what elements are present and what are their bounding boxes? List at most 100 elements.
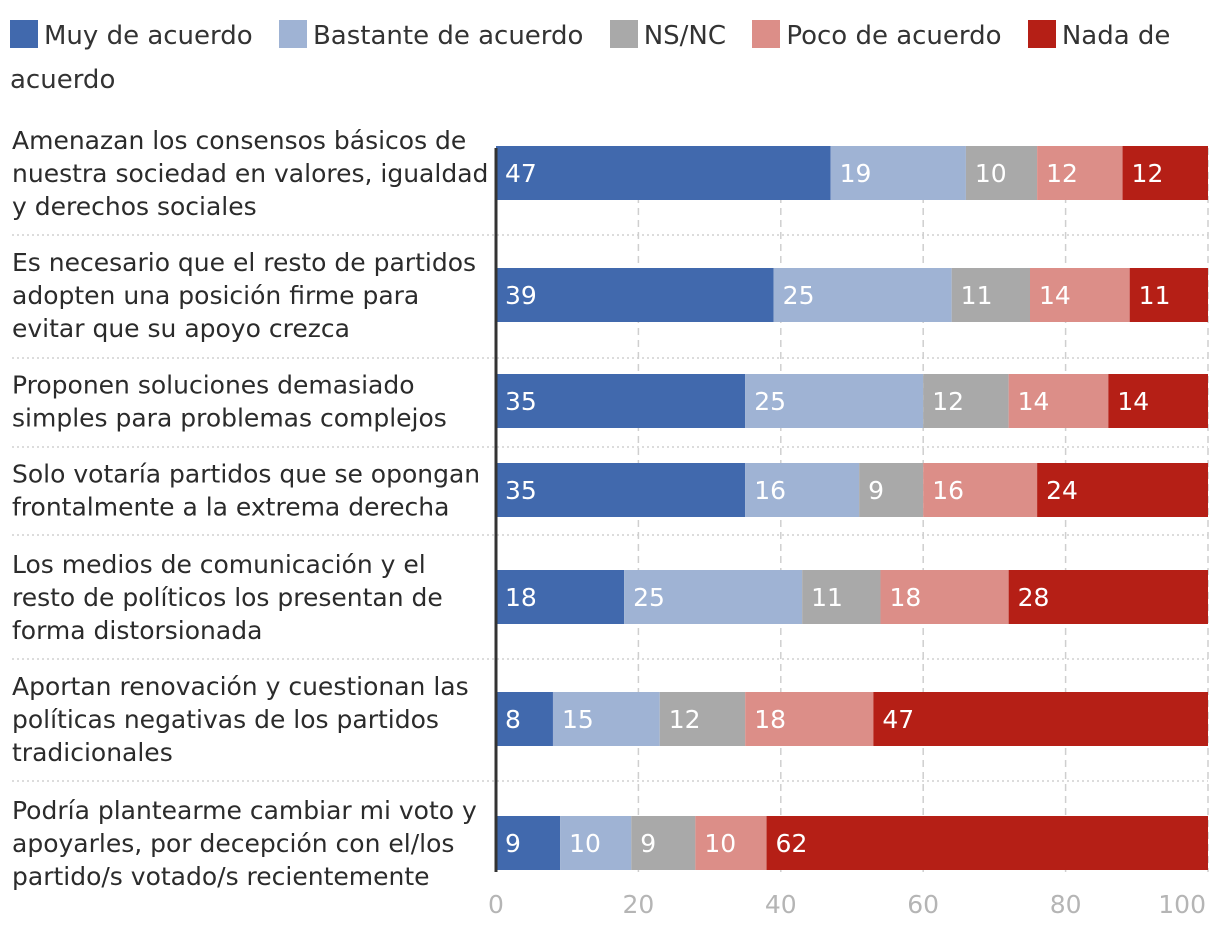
bar-value-label: 24	[1046, 476, 1078, 505]
bar-value-label: 19	[840, 159, 872, 188]
bar-segment-poco-de-acuerdo	[923, 463, 1038, 517]
row-label-line: forma distorsionada	[12, 616, 262, 645]
x-tick-label: 20	[622, 890, 654, 919]
bar-segment-ns-nc	[965, 146, 1038, 200]
bar-value-label: 16	[754, 476, 786, 505]
bar-value-label: 14	[1039, 281, 1071, 310]
bar-value-label: 10	[704, 829, 736, 858]
bar-segment-ns-nc	[631, 816, 696, 870]
row-label-line: Los medios de comunicación y el	[12, 550, 426, 579]
legend-label: Muy de acuerdo	[44, 21, 253, 51]
row-label-line: y derechos sociales	[12, 192, 257, 221]
row-label-line: resto de políticos los presentan de	[12, 583, 443, 612]
row-label-line: Podría plantearme cambiar mi voto y	[12, 796, 477, 825]
bar-segment-muy-de-acuerdo	[496, 146, 831, 200]
x-tick-label: 0	[488, 890, 504, 919]
bar-segment-bastante-de-acuerdo	[552, 692, 660, 746]
legend-swatch-nada-de-acuerdo	[1027, 20, 1056, 48]
x-tick-label: 100	[1158, 890, 1206, 919]
bar-value-label: 16	[932, 476, 964, 505]
legend-swatch-bastante-de-acuerdo	[278, 20, 307, 48]
row-label: Podría plantearme cambiar mi voto y apoya…	[12, 796, 477, 891]
bar-segment-poco-de-acuerdo	[1030, 268, 1130, 322]
bar-segment-muy-de-acuerdo	[496, 570, 625, 624]
row-label-line: Solo votaría partidos que se opongan	[12, 460, 480, 489]
bar-segment-muy-de-acuerdo	[496, 268, 774, 322]
row-label: Es necesario que el resto de partidos ado…	[12, 248, 476, 343]
bar-segment-poco-de-acuerdo	[1037, 146, 1123, 200]
bar-value-label: 14	[1117, 387, 1149, 416]
bar-segment-poco-de-acuerdo	[745, 692, 874, 746]
bar-value-label: 35	[505, 476, 537, 505]
bar-segment-ns-nc	[802, 570, 881, 624]
row-label-line: partido/s votado/s recientemente	[12, 862, 430, 891]
row-label: Solo votaría partidos que se opongan fron…	[12, 460, 480, 522]
bar-value-label: 10	[569, 829, 601, 858]
bar-segment-bastante-de-acuerdo	[560, 816, 632, 870]
bar-segment-nada-de-acuerdo	[1122, 146, 1208, 200]
bar-segment-poco-de-acuerdo	[880, 570, 1009, 624]
legend-item-muy-de-acuerdo: Muy de acuerdo	[10, 20, 253, 51]
legend-label: Bastante de acuerdo	[312, 21, 584, 51]
bar-segment-muy-de-acuerdo	[496, 463, 746, 517]
bar-segment-muy-de-acuerdo	[496, 692, 553, 746]
bar-segment-ns-nc	[923, 374, 1009, 428]
bar-value-label: 35	[505, 387, 537, 416]
bar-value-label: 9	[868, 476, 884, 505]
legend-swatch-poco-de-acuerdo	[752, 20, 781, 48]
bar-segment-nada-de-acuerdo	[1008, 570, 1208, 624]
bar-value-label: 25	[754, 387, 786, 416]
bar-value-label: 12	[669, 705, 701, 734]
bar-value-label: 62	[776, 829, 808, 858]
bar-segment-bastante-de-acuerdo	[745, 463, 860, 517]
bar-value-label: 9	[640, 829, 656, 858]
row-label-line: Proponen soluciones demasiado	[12, 371, 415, 400]
bar-value-label: 10	[975, 159, 1007, 188]
bar-value-label: 18	[889, 583, 921, 612]
bar-value-label: 9	[505, 829, 521, 858]
bar-segment-nada-de-acuerdo	[1129, 268, 1208, 322]
bar-value-label: 12	[932, 387, 964, 416]
bar-value-label: 18	[754, 705, 786, 734]
x-tick-label: 40	[765, 890, 797, 919]
bar-segment-bastante-de-acuerdo	[830, 146, 966, 200]
bar-value-label: 25	[633, 583, 665, 612]
row-label: Los medios de comunicación y el resto de …	[12, 550, 443, 645]
legend-item-bastante-de-acuerdo: Bastante de acuerdo	[278, 20, 584, 51]
row-label: Amenazan los consensos básicos de nuestra…	[12, 126, 488, 221]
bar-segment-muy-de-acuerdo	[496, 374, 746, 428]
x-tick-label: 80	[1050, 890, 1082, 919]
bar-value-label: 47	[505, 159, 537, 188]
row-label: Proponen soluciones demasiado simples par…	[12, 371, 447, 433]
legend-swatch-muy-de-acuerdo	[10, 20, 38, 48]
bar-value-label: 12	[1132, 159, 1164, 188]
bar-segment-muy-de-acuerdo	[496, 816, 561, 870]
legend-label: NS/NC	[643, 21, 727, 51]
bar-segment-bastante-de-acuerdo	[745, 374, 924, 428]
row-label-line: Aportan renovación y cuestionan las	[12, 672, 469, 701]
legend-swatch-ns-nc	[609, 20, 638, 48]
bar-segment-nada-de-acuerdo	[1108, 374, 1208, 428]
row-label-line: adopten una posición firme para	[12, 281, 419, 310]
bar-segment-poco-de-acuerdo	[1008, 374, 1109, 428]
row-label-line: frontalmente a la extrema derecha	[12, 493, 449, 522]
bar-segment-nada-de-acuerdo	[766, 816, 1208, 870]
bar-segment-poco-de-acuerdo	[695, 816, 767, 870]
row-label-line: Amenazan los consensos básicos de	[12, 126, 466, 155]
row-label-line: Es necesario que el resto de partidos	[12, 248, 476, 277]
bar-value-label: 14	[1018, 387, 1050, 416]
legend-label: Nada de acuerdo	[10, 21, 1171, 95]
bar-value-label: 15	[562, 705, 594, 734]
bar-value-label: 25	[783, 281, 815, 310]
bar-segment-ns-nc	[659, 692, 746, 746]
bar-segment-bastante-de-acuerdo	[624, 570, 803, 624]
legend-label: Poco de acuerdo	[786, 21, 1002, 51]
bar-segment-ns-nc	[951, 268, 1030, 322]
x-tick-label: 60	[907, 890, 939, 919]
chart-legend: Muy de acuerdo Bastante de acuerdo NS/NC…	[10, 14, 1190, 102]
legend-item-nada-de-acuerdo: Nada de acuerdo	[10, 20, 1171, 95]
row-label-line: evitar que su apoyo crezca	[12, 314, 350, 343]
bar-value-label: 8	[505, 705, 521, 734]
bar-value-label: 11	[961, 281, 993, 310]
